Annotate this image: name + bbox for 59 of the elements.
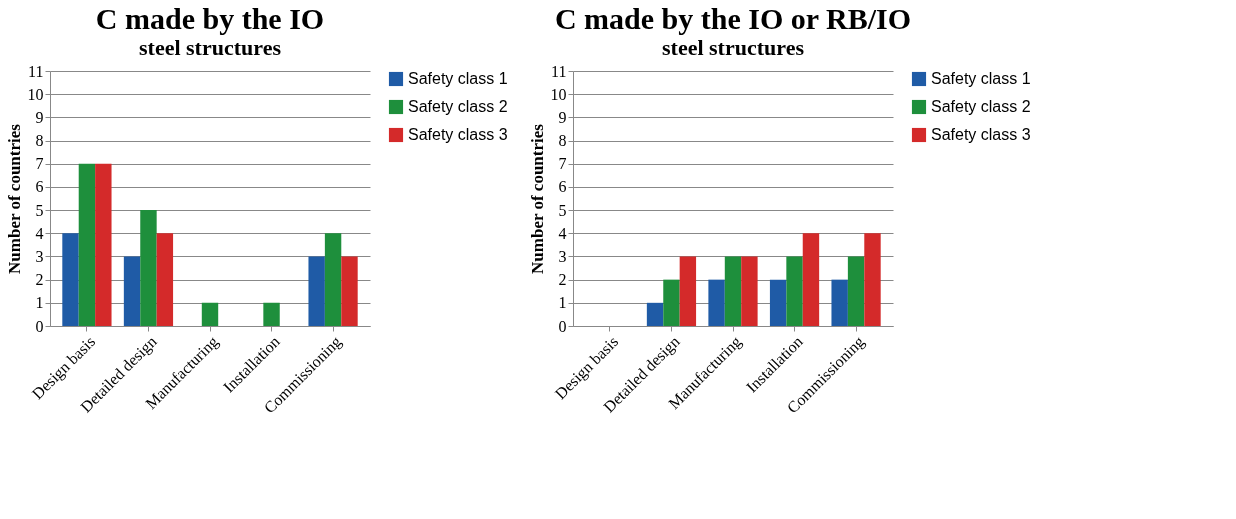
chart-subtitle: steel structures [662, 35, 805, 60]
bar [95, 163, 112, 326]
y-tick-label: 11 [28, 62, 44, 80]
y-tick-label: 9 [35, 108, 44, 126]
y-tick-label: 2 [35, 271, 44, 289]
bar [708, 279, 725, 326]
y-tick-label: 1 [558, 294, 567, 312]
y-tick-label: 2 [558, 271, 567, 289]
chart-subtitle: steel structures [139, 35, 282, 60]
chart-title: C made by the IO or RB/IO [554, 2, 912, 35]
y-tick-label: 7 [558, 155, 567, 173]
y-tick-label: 10 [27, 85, 44, 103]
y-tick-label: 3 [35, 247, 44, 265]
legend-label: Safety class 2 [408, 98, 508, 115]
y-tick-label: 4 [558, 224, 567, 242]
bar [156, 233, 174, 326]
legend-label: Safety class 3 [931, 126, 1031, 143]
y-tick-label: 9 [558, 108, 567, 126]
y-tick-label: 7 [35, 155, 44, 173]
bar [786, 256, 803, 326]
bar [263, 302, 280, 326]
legend-label: Safety class 3 [408, 126, 508, 143]
y-tick-label: 3 [558, 247, 567, 265]
y-tick-label: 0 [35, 317, 44, 335]
y-tick-label: 6 [35, 178, 44, 196]
bar [324, 233, 342, 326]
bar [831, 279, 848, 326]
y-axis-title: Number of countries [4, 123, 24, 274]
chart-title: C made by the IO [95, 2, 325, 35]
bar [802, 233, 820, 326]
y-tick-label: 6 [558, 178, 567, 196]
y-tick-label: 0 [558, 317, 567, 335]
y-tick-label: 10 [550, 85, 567, 103]
legend-label: Safety class 1 [408, 70, 508, 87]
y-tick-label: 5 [558, 201, 567, 219]
bar [864, 233, 881, 326]
bar [123, 256, 141, 326]
y-axis-title: Number of countries [527, 123, 547, 274]
bar [679, 256, 697, 326]
bar [78, 163, 96, 326]
legend-label: Safety class 1 [931, 70, 1031, 87]
bar [341, 256, 358, 326]
bar [201, 302, 219, 326]
y-tick-label: 8 [35, 132, 44, 150]
bar [741, 256, 758, 326]
bar [62, 233, 79, 326]
bar [847, 256, 865, 326]
bar [646, 302, 664, 326]
y-tick-label: 8 [558, 132, 567, 150]
bar [769, 279, 787, 326]
bar [663, 279, 680, 326]
bar [308, 256, 325, 326]
bar [140, 210, 157, 326]
bar [724, 256, 742, 326]
legend-label: Safety class 2 [931, 98, 1031, 115]
y-tick-label: 11 [551, 62, 567, 80]
y-tick-label: 5 [35, 201, 44, 219]
y-tick-label: 4 [35, 224, 44, 242]
y-tick-label: 1 [35, 294, 44, 312]
